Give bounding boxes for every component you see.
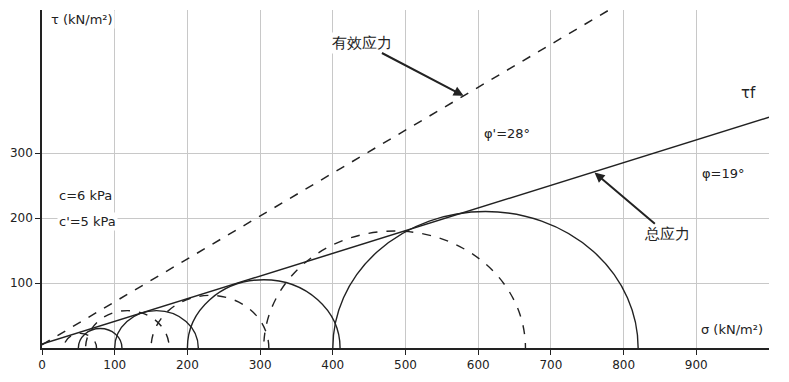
svg-text:τ (kN/m²): τ (kN/m²) xyxy=(51,12,113,27)
svg-text:700: 700 xyxy=(539,358,562,372)
svg-text:600: 600 xyxy=(467,358,490,372)
svg-text:0: 0 xyxy=(38,358,46,372)
svg-text:500: 500 xyxy=(394,358,417,372)
svg-text:c'=5 kPa: c'=5 kPa xyxy=(59,214,116,229)
svg-text:σ (kN/m²): σ (kN/m²) xyxy=(701,322,763,337)
svg-text:100: 100 xyxy=(103,358,126,372)
svg-text:φ'=28°: φ'=28° xyxy=(484,126,530,141)
svg-text:200: 200 xyxy=(176,358,199,372)
svg-text:300: 300 xyxy=(10,146,33,160)
svg-text:300: 300 xyxy=(249,358,272,372)
svg-text:总应力: 总应力 xyxy=(644,225,690,243)
svg-text:φ=19°: φ=19° xyxy=(702,166,745,181)
svg-text:900: 900 xyxy=(685,358,708,372)
svg-text:τf: τf xyxy=(741,84,756,102)
svg-text:800: 800 xyxy=(612,358,635,372)
svg-text:有效应力: 有效应力 xyxy=(332,34,392,52)
svg-text:100: 100 xyxy=(10,276,33,290)
svg-text:400: 400 xyxy=(321,358,344,372)
svg-text:200: 200 xyxy=(10,211,33,225)
svg-text:c=6 kPa: c=6 kPa xyxy=(59,188,112,203)
